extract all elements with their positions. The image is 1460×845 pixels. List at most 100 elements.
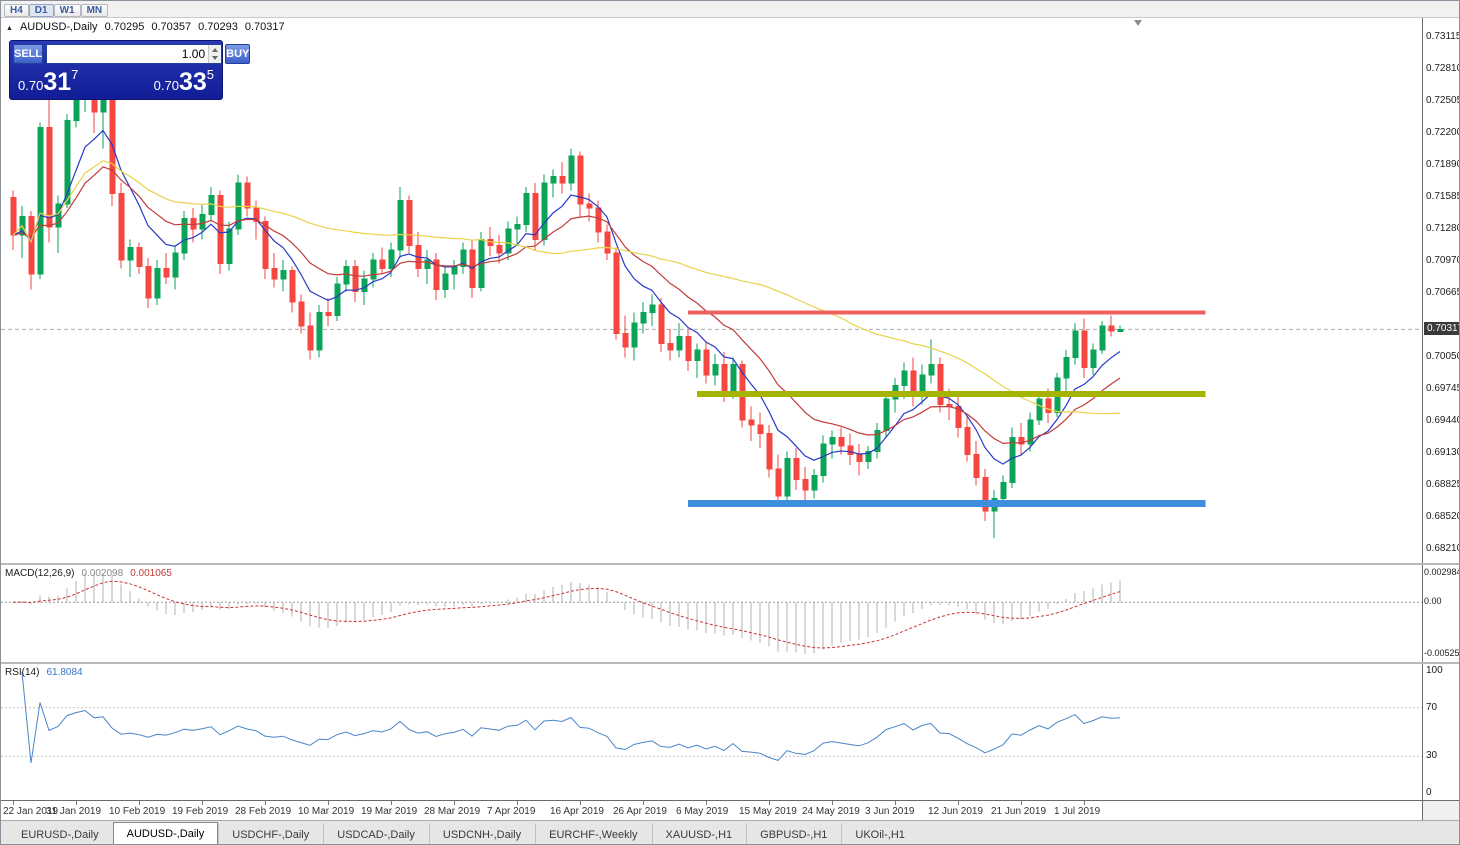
- rsi-label: RSI(14): [5, 667, 40, 678]
- buy-price-sup: 5: [206, 67, 214, 82]
- tab-audusd-daily[interactable]: AUDUSD-,Daily: [112, 822, 219, 844]
- macd-value-main: 0.002098: [81, 568, 124, 579]
- axis-label: 0.70050: [1426, 351, 1460, 362]
- trade-panel-controls: SELL BUY: [13, 44, 251, 64]
- buy-price[interactable]: 0.70 33 5: [154, 67, 214, 95]
- sell-button[interactable]: SELL: [13, 44, 44, 64]
- axis-label: 0.69745: [1426, 383, 1460, 394]
- axis-label: 0.70665: [1426, 287, 1460, 298]
- axis-label: 0.68520: [1426, 511, 1460, 522]
- timeframe-button-mn[interactable]: MN: [80, 4, 109, 17]
- time-axis-label: 7 Apr 2019: [487, 806, 536, 817]
- macd-histogram: [21, 573, 1121, 654]
- timeframe-button-w1[interactable]: W1: [53, 4, 81, 17]
- time-axis-label: 12 Jun 2019: [928, 806, 984, 817]
- buy-button[interactable]: BUY: [225, 44, 251, 64]
- sell-price-small: 0.70: [18, 78, 44, 93]
- volume-decrease-button[interactable]: [209, 54, 221, 63]
- time-axis-label: 15 May 2019: [739, 806, 797, 817]
- time-axis-tick: [706, 801, 707, 805]
- tab-eurchf-weekly[interactable]: EURCHF-,Weekly: [535, 823, 652, 844]
- one-click-toggle-icon[interactable]: ▲: [6, 25, 13, 32]
- tab-usdchf-daily[interactable]: USDCHF-,Daily: [218, 823, 324, 844]
- chart-symbol-label: AUDUSD-,Daily: [19, 21, 98, 33]
- rsi-indicator: [1, 664, 1422, 800]
- chart-shift-marker[interactable]: [1134, 20, 1142, 26]
- tab-ukoil-h1[interactable]: UKOil-,H1: [841, 823, 919, 844]
- sell-price[interactable]: 0.70 31 7: [18, 67, 78, 95]
- time-axis-tick: [517, 801, 518, 805]
- trade-panel-quotes: 0.70 31 7 0.70 33 5: [13, 64, 219, 96]
- chart-title: ▲ AUDUSD-,Daily 0.70295 0.70357 0.70293 …: [6, 21, 285, 33]
- time-axis-tick: [265, 801, 266, 805]
- volume-field: [46, 44, 223, 64]
- volume-increase-button[interactable]: [209, 45, 221, 54]
- tab-usdcad-daily[interactable]: USDCAD-,Daily: [323, 823, 429, 844]
- time-axis-label: 21 Jun 2019: [991, 806, 1047, 817]
- time-axis-tick: [202, 801, 203, 805]
- time-axis-tick: [895, 801, 896, 805]
- axis-label: 0.72810: [1426, 63, 1460, 74]
- macd-value-signal: 0.001065: [130, 568, 172, 579]
- axis-label: 30: [1426, 750, 1438, 761]
- axis-label: 0.73115: [1426, 31, 1460, 42]
- timeframe-button-h4[interactable]: H4: [4, 4, 29, 17]
- macd-signal-line: [12, 580, 1121, 649]
- time-axis-tick: [769, 801, 770, 805]
- time-axis-label: 26 Apr 2019: [613, 806, 667, 817]
- time-axis-tick: [832, 801, 833, 805]
- tab-usdcnh-daily[interactable]: USDCNH-,Daily: [428, 823, 536, 844]
- candles: [10, 54, 1124, 538]
- price-axis: 0.70317 0.73115 0.72810 0.72505 0.72200 0.71…: [1422, 18, 1460, 800]
- chart-tab-bar: EURUSD-,Daily AUDUSD-,Daily USDCHF-,Daily U…: [1, 820, 1459, 844]
- buy-price-big: 33: [178, 68, 207, 96]
- axis-label: 0.71890: [1426, 159, 1460, 170]
- axis-label: 0.71585: [1426, 191, 1460, 202]
- time-axis-tick: [13, 801, 14, 805]
- axis-label: 0.00: [1424, 596, 1442, 606]
- time-axis-tick: [958, 801, 959, 805]
- time-axis-tick: [328, 801, 329, 805]
- time-axis-tick: [580, 801, 581, 805]
- time-axis-label: 6 May 2019: [676, 806, 729, 817]
- axis-label: 70: [1426, 702, 1438, 713]
- volume-spinner: [208, 45, 222, 63]
- time-axis-tick: [1084, 801, 1085, 805]
- axis-label: 0.69130: [1426, 447, 1460, 458]
- axis-label: 0.72200: [1426, 127, 1460, 138]
- time-axis-label: 31 Jan 2019: [46, 806, 102, 817]
- ma-slow-line: [12, 160, 1121, 415]
- tab-eurusd-daily[interactable]: EURUSD-,Daily: [7, 823, 113, 844]
- rsi-line: [21, 672, 1121, 763]
- panel-splitter[interactable]: [1, 662, 1459, 664]
- time-axis-tick: [454, 801, 455, 805]
- time-axis-label: 1 Jul 2019: [1054, 806, 1101, 817]
- time-axis-label: 19 Feb 2019: [172, 806, 229, 817]
- axis-label: 0.72505: [1426, 95, 1460, 106]
- timeframe-toolbar: H4 D1 W1 MN: [4, 1, 109, 18]
- time-axis-tick: [1021, 801, 1022, 805]
- buy-price-small: 0.70: [153, 78, 179, 93]
- time-axis-label: 24 May 2019: [802, 806, 860, 817]
- time-axis-label: 10 Feb 2019: [109, 806, 166, 817]
- sell-price-sup: 7: [71, 67, 79, 82]
- tab-gbpusd-h1[interactable]: GBPUSD-,H1: [746, 823, 842, 844]
- time-axis-label: 16 Apr 2019: [550, 806, 604, 817]
- time-axis-label: 28 Feb 2019: [235, 806, 292, 817]
- axis-label: -0.005256: [1424, 648, 1460, 658]
- ohlc-open: 0.70295: [104, 21, 145, 33]
- top-toolbar: H4 D1 W1 MN: [1, 1, 1459, 18]
- macd-indicator: [1, 565, 1422, 662]
- current-price-tag: 0.70317: [1424, 322, 1459, 335]
- time-axis-label: 10 Mar 2019: [298, 806, 355, 817]
- panel-splitter[interactable]: [1, 563, 1459, 565]
- time-axis-tick: [139, 801, 140, 805]
- volume-input[interactable]: [47, 45, 209, 63]
- time-axis-tick: [76, 801, 77, 805]
- tab-xauusd-h1[interactable]: XAUUSD-,H1: [651, 823, 747, 844]
- timeframe-button-d1[interactable]: D1: [28, 4, 54, 17]
- ma-mid-line: [12, 166, 1121, 445]
- time-axis-label: 28 Mar 2019: [424, 806, 481, 817]
